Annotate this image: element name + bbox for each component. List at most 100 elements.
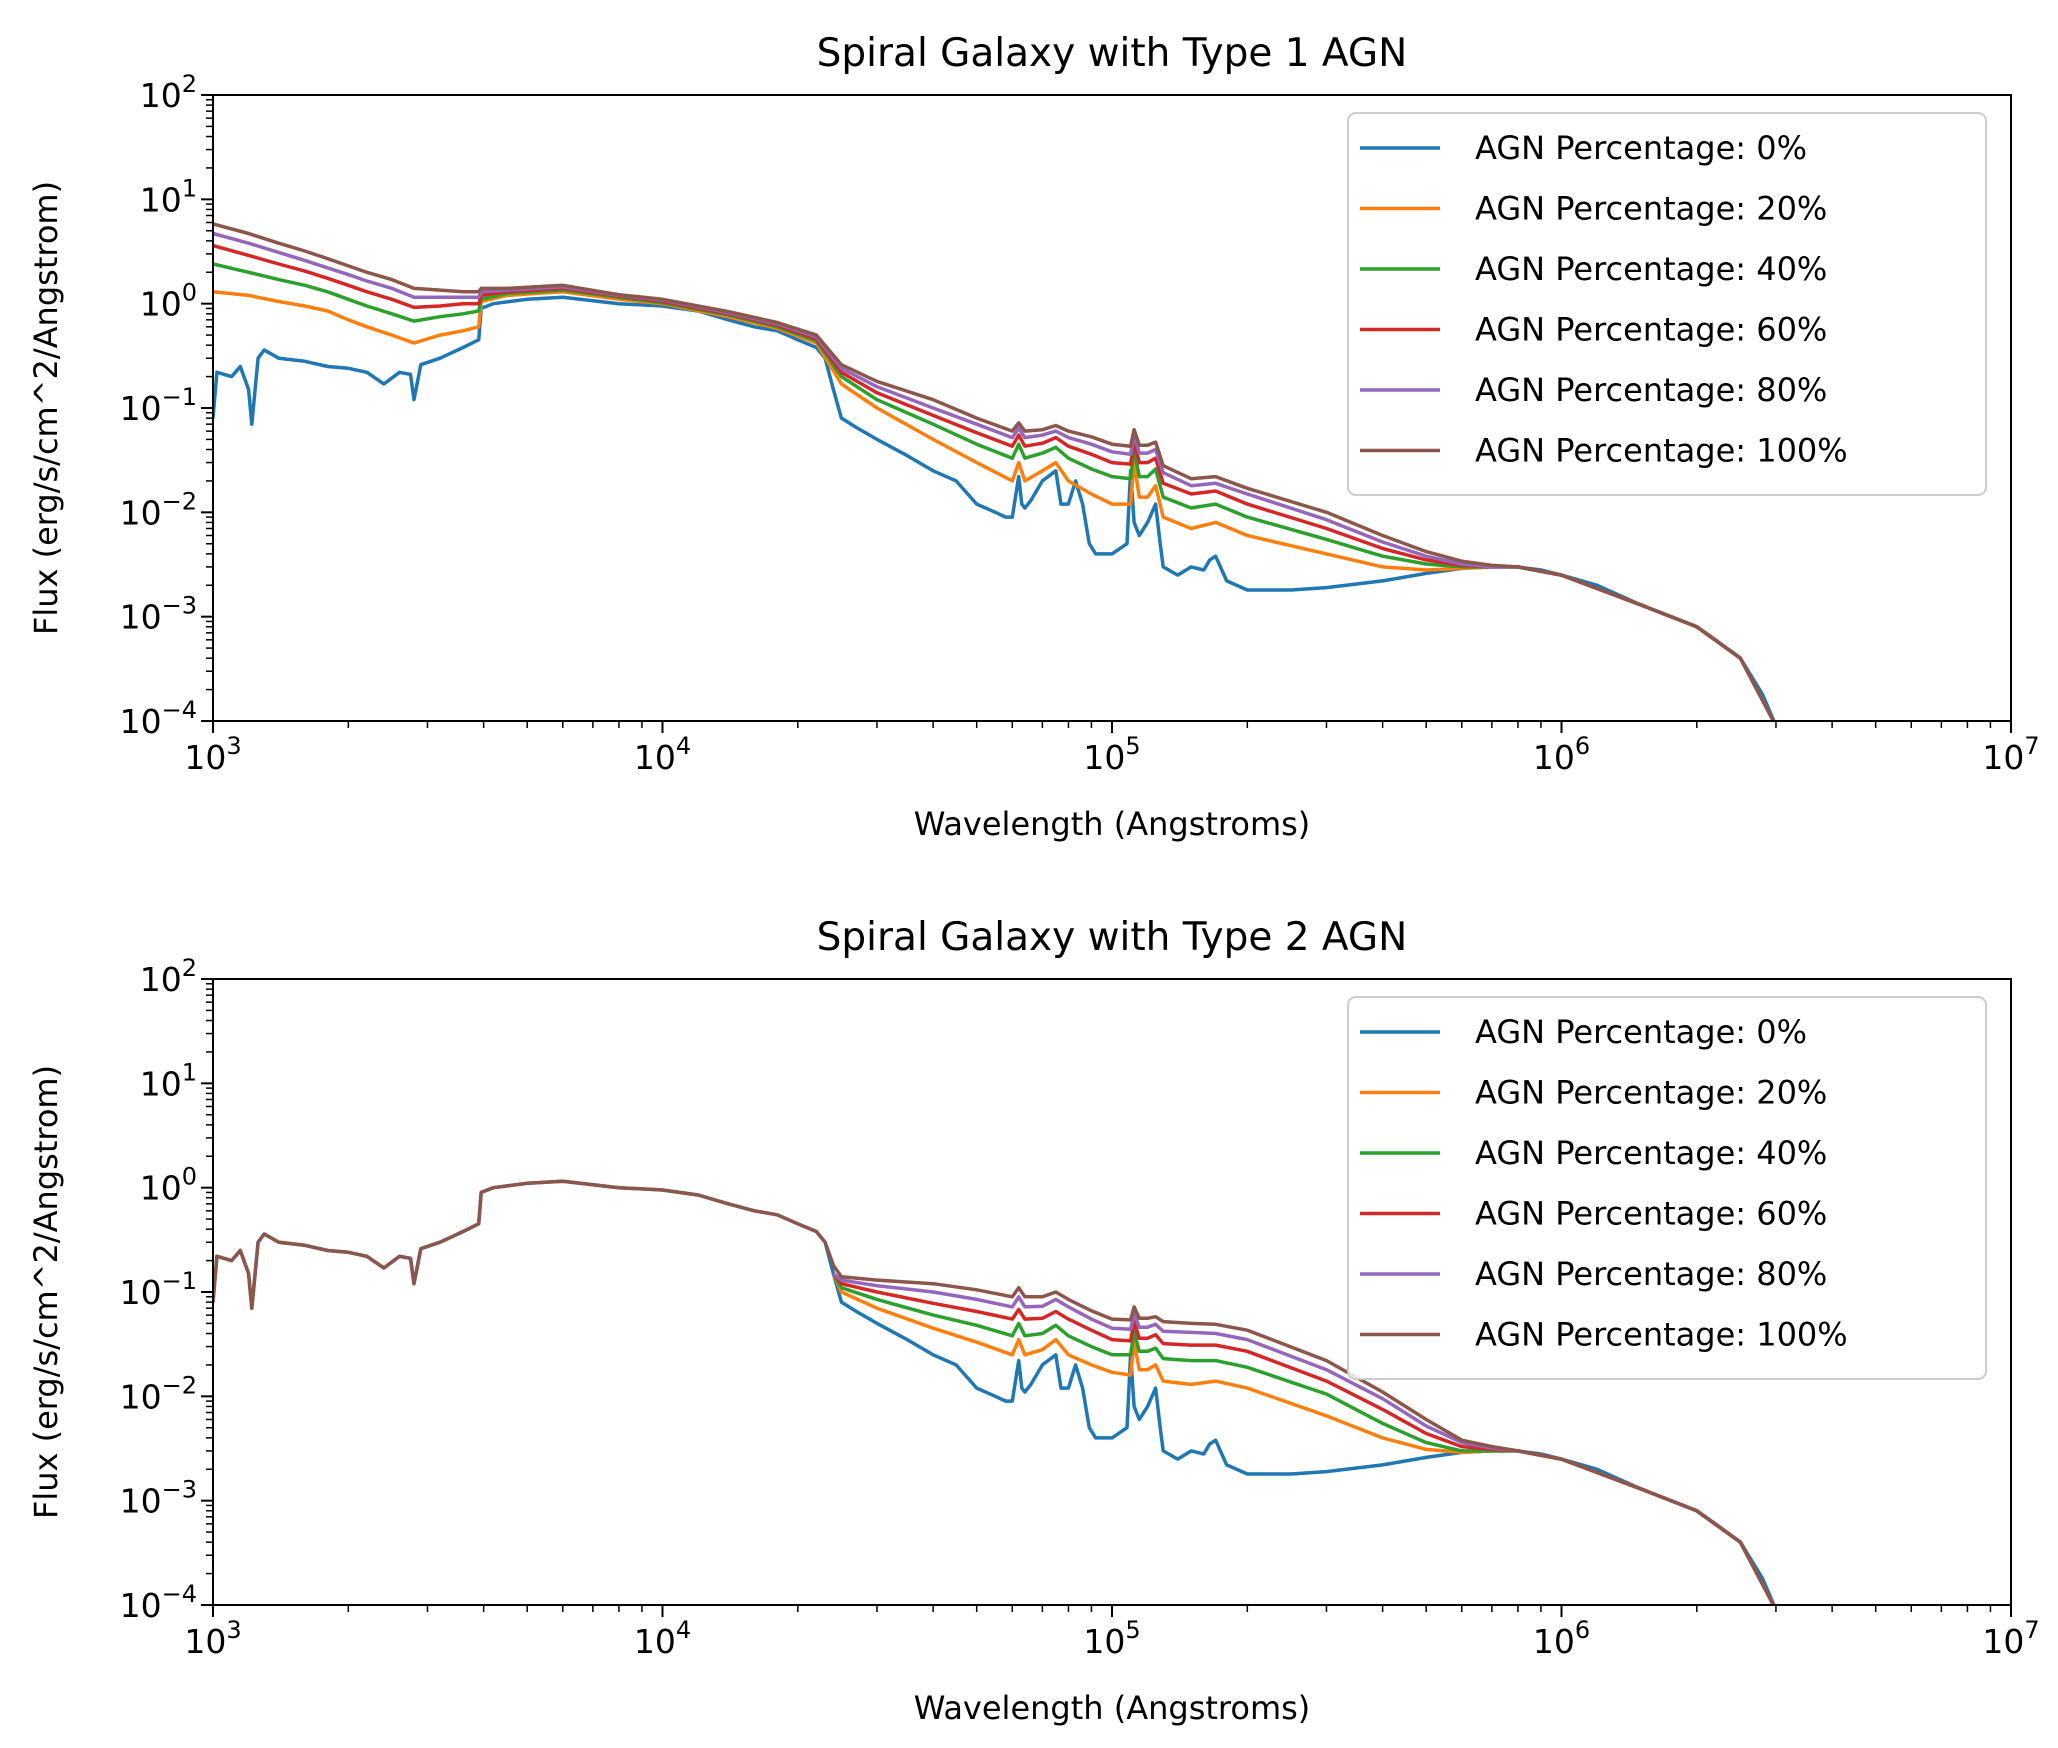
x-tick-label: 105	[1083, 732, 1140, 777]
x-tick-base: 10	[1083, 738, 1125, 777]
legend-label: AGN Percentage: 100%	[1475, 432, 1848, 470]
series-line-1	[213, 290, 1776, 721]
x-tick-base: 10	[184, 738, 226, 777]
y-tick-base: 10	[140, 1169, 182, 1208]
y-tick-exponent: 2	[182, 954, 197, 982]
x-tick-label: 104	[634, 1616, 691, 1661]
x-tick-exponent: 3	[226, 1616, 241, 1644]
legend-entries: AGN Percentage: 0% AGN Percentage: 20% AGN…	[1360, 129, 1848, 470]
x-tick-label: 103	[184, 732, 241, 777]
series-group	[213, 1179, 1776, 1605]
series-line-5	[213, 222, 1776, 721]
y-tick-exponent: −3	[162, 1476, 197, 1504]
y-tick-exponent: −3	[162, 592, 197, 620]
plot-lines	[213, 222, 1776, 721]
legend-label: AGN Percentage: 100%	[1475, 1316, 1848, 1354]
x-tick-exponent: 7	[2024, 1616, 2039, 1644]
x-tick-base: 10	[1083, 1622, 1125, 1661]
y-tick-base: 10	[120, 702, 162, 741]
y-tick-label: 10−4	[120, 696, 197, 741]
y-tick-exponent: −4	[162, 1580, 197, 1608]
y-tick-exponent: −2	[162, 487, 197, 515]
x-tick-base: 10	[1533, 738, 1575, 777]
legend-label: AGN Percentage: 80%	[1475, 371, 1827, 409]
x-tick-base: 10	[184, 1622, 226, 1661]
x-axis-label: Wavelength (Angstroms)	[914, 1689, 1311, 1727]
x-tick-label: 106	[1533, 1616, 1590, 1661]
y-tick-label: 10−2	[120, 1371, 197, 1416]
plot-area-frame	[212, 978, 2012, 1606]
series-line-5	[213, 1179, 1776, 1605]
legend-box	[1347, 112, 1987, 496]
y-axis-label: Flux (erg/s/cm^2/Angstrom)	[27, 181, 65, 635]
x-axis-label: Wavelength (Angstroms)	[914, 805, 1311, 843]
y-tick-base: 10	[140, 180, 182, 219]
plot-lines	[213, 1179, 1776, 1605]
series-group	[213, 222, 1776, 721]
x-tick-exponent: 3	[226, 732, 241, 760]
y-tick-exponent: 2	[182, 70, 197, 98]
y-tick-base: 10	[120, 1273, 162, 1312]
x-tick-label: 103	[184, 1616, 241, 1661]
legend-entries: AGN Percentage: 0% AGN Percentage: 20% AGN…	[1360, 1013, 1848, 1354]
legend-label: AGN Percentage: 80%	[1475, 1255, 1827, 1293]
x-tick-label: 107	[1982, 1616, 2039, 1661]
y-tick-base: 10	[120, 1377, 162, 1416]
chart-title: Spiral Galaxy with Type 1 AGN	[817, 31, 1408, 76]
legend-label: AGN Percentage: 0%	[1475, 129, 1807, 167]
y-tick-exponent: −4	[162, 696, 197, 724]
x-tick-exponent: 6	[1575, 732, 1590, 760]
y-tick-label: 10−2	[120, 487, 197, 532]
y-tick-exponent: 0	[182, 1163, 197, 1191]
y-tick-exponent: 1	[182, 1058, 197, 1086]
y-tick-base: 10	[140, 960, 182, 999]
y-tick-base: 10	[120, 493, 162, 532]
plot-area-frame	[212, 94, 2012, 722]
legend-label: AGN Percentage: 60%	[1475, 311, 1827, 349]
legend-label: AGN Percentage: 20%	[1475, 1074, 1827, 1112]
series-line-2	[213, 262, 1776, 721]
legend-box	[1347, 996, 1987, 1380]
y-tick-label: 100	[140, 1163, 197, 1208]
legend-label: AGN Percentage: 20%	[1475, 190, 1827, 228]
x-tick-exponent: 4	[676, 1616, 691, 1644]
y-tick-base: 10	[140, 76, 182, 115]
y-tick-exponent: −1	[162, 1267, 197, 1295]
x-tick-exponent: 7	[2024, 732, 2039, 760]
y-tick-base: 10	[140, 1064, 182, 1103]
y-tick-label: 10−4	[120, 1580, 197, 1625]
legend-label: AGN Percentage: 0%	[1475, 1013, 1807, 1051]
y-tick-label: 101	[140, 174, 197, 219]
series-line-4	[213, 231, 1776, 721]
series-line-0	[213, 295, 1776, 721]
y-tick-exponent: 1	[182, 174, 197, 202]
legend-label: AGN Percentage: 60%	[1475, 1195, 1827, 1233]
x-tick-label: 105	[1083, 1616, 1140, 1661]
y-tick-label: 10−1	[120, 383, 197, 428]
legend: AGN Percentage: 0% AGN Percentage: 20% AGN…	[1347, 996, 1987, 1380]
y-tick-base: 10	[120, 1482, 162, 1521]
y-tick-label: 101	[140, 1058, 197, 1103]
x-tick-exponent: 4	[676, 732, 691, 760]
y-tick-exponent: 0	[182, 279, 197, 307]
chart-panel-1: Spiral Galaxy with Type 1 AGN Wavelength…	[27, 31, 2040, 843]
x-tick-label: 107	[1982, 732, 2039, 777]
y-tick-base: 10	[120, 1586, 162, 1625]
legend: AGN Percentage: 0% AGN Percentage: 20% AGN…	[1347, 112, 1987, 496]
x-tick-label: 106	[1533, 732, 1590, 777]
legend-label: AGN Percentage: 40%	[1475, 250, 1827, 288]
x-tick-base: 10	[1533, 1622, 1575, 1661]
x-tick-exponent: 5	[1125, 732, 1140, 760]
y-tick-label: 102	[140, 70, 197, 115]
y-tick-label: 102	[140, 954, 197, 999]
series-line-3	[213, 243, 1776, 721]
legend-label: AGN Percentage: 40%	[1475, 1134, 1827, 1172]
y-tick-exponent: −1	[162, 383, 197, 411]
y-axis-label: Flux (erg/s/cm^2/Angstrom)	[27, 1065, 65, 1519]
x-tick-base: 10	[634, 1622, 676, 1661]
x-tick-exponent: 6	[1575, 1616, 1590, 1644]
y-tick-label: 10−1	[120, 1267, 197, 1312]
